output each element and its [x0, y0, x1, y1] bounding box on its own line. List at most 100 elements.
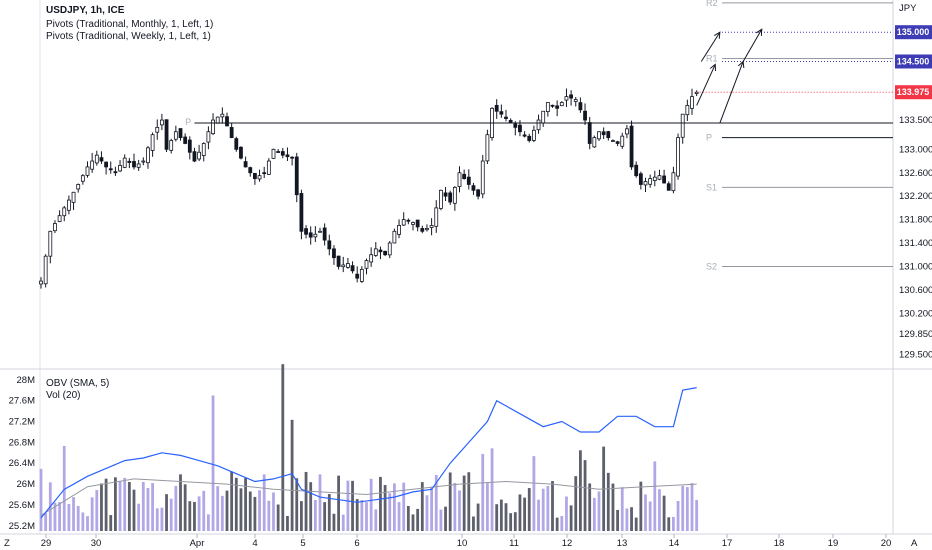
volume-bar — [551, 481, 554, 531]
candle — [290, 156, 295, 159]
price-tag-label: 133.975 — [897, 87, 930, 97]
volume-bar — [379, 476, 382, 531]
volume-bar — [337, 475, 340, 531]
volume-bar — [513, 512, 517, 531]
monthly-pivot-label: R1 — [706, 54, 718, 64]
candle — [327, 240, 332, 250]
volume-bar — [258, 490, 261, 531]
volume-bar — [518, 494, 522, 531]
volume-bar — [555, 517, 559, 531]
volume-bar — [207, 514, 210, 531]
price-tag-label: 135.000 — [897, 27, 930, 37]
volume-bar — [420, 482, 424, 531]
candle — [383, 250, 388, 256]
candle — [415, 219, 420, 228]
volume-bar — [467, 472, 471, 531]
volume-bar — [402, 482, 406, 531]
candle — [332, 248, 336, 259]
candle — [173, 131, 178, 140]
price-tick-label: 132.200 — [899, 191, 932, 202]
candle — [648, 178, 653, 185]
candle — [229, 127, 234, 139]
obv-tick-label: 25.2M — [9, 521, 35, 532]
candle — [690, 96, 694, 109]
candle — [583, 110, 587, 121]
volume-bar — [611, 483, 615, 531]
candle — [364, 260, 369, 269]
candle — [304, 228, 308, 235]
candle — [201, 143, 206, 156]
timezone-button: Z — [4, 538, 10, 549]
volume-bar — [360, 500, 364, 531]
candle — [187, 139, 192, 153]
time-tick-label: 29 — [41, 538, 52, 549]
volume-label[interactable]: Vol (20) — [46, 390, 81, 401]
candle — [638, 173, 643, 185]
volume-bar — [118, 481, 122, 531]
candle — [434, 207, 439, 227]
volume-bar — [211, 395, 215, 531]
candle — [136, 163, 141, 168]
volume-bar — [183, 484, 187, 531]
volume-bar — [351, 480, 354, 531]
volume-bar — [174, 485, 178, 531]
volume-bar — [499, 499, 503, 531]
monthly-pivots-label[interactable]: Pivots (Traditional, Monthly, 1, Left, 1… — [46, 19, 214, 30]
volume-bar — [644, 494, 647, 531]
volume-bar — [72, 497, 75, 531]
candle — [159, 119, 164, 126]
candle — [680, 113, 685, 138]
obv-tick-label: 26M — [17, 479, 36, 490]
volume-bar — [448, 472, 452, 531]
candle — [178, 128, 183, 139]
candle — [499, 111, 504, 115]
volume-bar — [383, 485, 387, 531]
volume-bar — [676, 500, 680, 531]
candle — [164, 119, 169, 150]
volume-bar — [527, 488, 531, 531]
candle — [220, 113, 225, 118]
candle — [536, 119, 541, 131]
obv-tick-label: 28M — [17, 375, 36, 386]
volume-bar — [462, 475, 466, 531]
candle — [541, 110, 546, 124]
candle — [150, 134, 155, 151]
candle — [518, 124, 522, 133]
candle — [211, 119, 215, 135]
candle — [527, 135, 532, 141]
weekly-pivots-label[interactable]: Pivots (Traditional, Weekly, 1, Left, 1) — [46, 31, 211, 42]
candle — [532, 129, 536, 141]
candle — [57, 215, 62, 222]
candle — [569, 94, 573, 99]
auto-scale-button: A — [911, 538, 918, 549]
volume-bar — [653, 461, 657, 531]
candle — [448, 192, 453, 203]
candle — [48, 230, 53, 257]
volume-bar — [453, 482, 457, 531]
volume-bar — [369, 478, 373, 531]
candle — [652, 176, 657, 181]
time-tick-label: 20 — [881, 538, 892, 549]
candle — [615, 141, 620, 144]
volume-bar — [151, 483, 154, 531]
volume-bar — [90, 497, 94, 531]
time-tick-label: Apr — [190, 538, 205, 549]
volume-bar — [295, 478, 299, 531]
obv-label[interactable]: OBV (SMA, 5) — [46, 378, 110, 389]
volume-bar — [509, 513, 513, 531]
volume-bar — [179, 474, 182, 531]
volume-bar — [132, 489, 136, 531]
volume-bar — [648, 501, 652, 531]
candle — [620, 135, 625, 147]
volume-bar — [579, 450, 582, 531]
candle — [550, 104, 555, 107]
candle — [420, 228, 425, 232]
candle — [53, 223, 57, 232]
volume-bar — [109, 515, 113, 531]
volume-bar — [458, 490, 461, 531]
candle — [359, 268, 364, 282]
candle — [192, 151, 197, 162]
candle — [183, 136, 188, 144]
candle — [629, 125, 634, 168]
candle — [411, 222, 415, 225]
